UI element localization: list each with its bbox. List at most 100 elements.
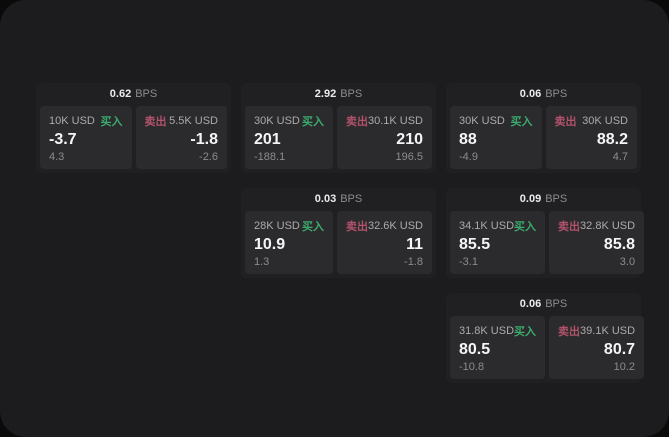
buy-panel[interactable]: 28K USD 买入 10.9 1.3 xyxy=(245,211,333,274)
buy-panel[interactable]: 30K USD 买入 88 -4.9 xyxy=(450,106,542,169)
buy-panel[interactable]: 34.1K USD 买入 85.5 -3.1 xyxy=(450,211,546,274)
buy-delta: -10.8 xyxy=(459,361,485,373)
sell-side-label: 卖出 xyxy=(554,116,577,128)
buy-sell-panels: 30K USD 买入 201 -188.1 卖出 30.1K USD 210 1… xyxy=(241,106,436,173)
bps-value: 0.06 xyxy=(519,298,542,310)
buy-notional: 30K USD xyxy=(254,115,300,127)
sell-panel-top: 卖出 32.8K USD xyxy=(558,218,635,234)
sell-side-label: 卖出 xyxy=(558,221,581,233)
buy-price: 85.5 xyxy=(459,236,491,253)
sell-panel[interactable]: 卖出 5.5K USD -1.8 -2.6 xyxy=(135,106,227,169)
sell-price: 88.2 xyxy=(596,131,628,148)
quote-card: 0.09 BPS 34.1K USD 买入 85.5 -3.1 卖出 32.8K… xyxy=(446,188,645,278)
buy-price: 201 xyxy=(254,131,281,148)
sell-panel[interactable]: 卖出 39.1K USD 80.7 10.2 xyxy=(549,316,645,379)
card-header: 2.92 BPS xyxy=(241,83,436,106)
sell-price: 85.8 xyxy=(603,236,636,253)
quote-card: 0.62 BPS 10K USD 买入 -3.7 4.3 卖出 5.5K USD xyxy=(36,83,231,173)
sell-delta: 4.7 xyxy=(612,151,628,163)
sell-panel[interactable]: 卖出 32.8K USD 85.8 3.0 xyxy=(549,211,645,274)
bps-value: 0.62 xyxy=(109,88,132,100)
buy-panel[interactable]: 31.8K USD 买入 80.5 -10.8 xyxy=(450,316,546,379)
buy-price: 80.5 xyxy=(459,341,491,358)
bps-unit: BPS xyxy=(135,88,158,100)
buy-side-label: 买入 xyxy=(514,326,537,338)
bps-unit: BPS xyxy=(545,193,568,205)
buy-price: 88 xyxy=(459,131,477,148)
bps-value: 2.92 xyxy=(314,88,337,100)
sell-notional: 30.1K USD xyxy=(367,115,423,127)
sell-notional: 32.6K USD xyxy=(367,220,423,232)
buy-price: 10.9 xyxy=(254,236,286,253)
buy-delta: -188.1 xyxy=(254,151,286,163)
sell-panel[interactable]: 卖出 30.1K USD 210 196.5 xyxy=(336,106,432,169)
sell-price: 11 xyxy=(406,236,423,253)
buy-delta: 4.3 xyxy=(49,151,65,163)
card-header: 0.62 BPS xyxy=(36,83,231,106)
buy-sell-panels: 28K USD 买入 10.9 1.3 卖出 32.6K USD 11 -1.8 xyxy=(241,211,436,278)
bps-value: 0.06 xyxy=(519,88,542,100)
sell-notional: 30K USD xyxy=(582,115,628,127)
buy-sell-panels: 10K USD 买入 -3.7 4.3 卖出 5.5K USD -1.8 -2.… xyxy=(36,106,231,173)
quote-card: 0.03 BPS 28K USD 买入 10.9 1.3 卖出 32.6K US… xyxy=(241,188,436,278)
sell-side-label: 卖出 xyxy=(144,116,167,128)
sell-side-label: 卖出 xyxy=(558,326,581,338)
buy-sell-panels: 30K USD 买入 88 -4.9 卖出 30K USD 88.2 4.7 xyxy=(446,106,641,173)
sell-panel-top: 卖出 30K USD xyxy=(555,113,629,129)
quote-card: 0.06 BPS 30K USD 买入 88 -4.9 卖出 30K USD xyxy=(446,83,641,173)
sell-price: -1.8 xyxy=(190,131,218,148)
buy-notional: 30K USD xyxy=(459,115,505,127)
sell-notional: 5.5K USD xyxy=(169,115,218,127)
buy-side-label: 买入 xyxy=(514,221,537,233)
card-header: 0.09 BPS xyxy=(446,188,641,211)
sell-side-label: 卖出 xyxy=(345,221,368,233)
buy-notional: 10K USD xyxy=(49,115,95,127)
sell-price: 210 xyxy=(396,131,423,148)
buy-notional: 31.8K USD xyxy=(459,325,515,337)
quote-card: 0.06 BPS 31.8K USD 买入 80.5 -10.8 卖出 39.1… xyxy=(446,293,645,383)
sell-delta: 3.0 xyxy=(619,256,636,268)
sell-delta: 196.5 xyxy=(395,151,423,163)
buy-side-label: 买入 xyxy=(301,116,324,128)
sell-price: 80.7 xyxy=(603,341,636,358)
buy-notional: 28K USD xyxy=(254,220,300,232)
buy-panel-top: 30K USD 买入 xyxy=(459,113,533,129)
buy-side-label: 买入 xyxy=(301,221,324,233)
sell-notional: 32.8K USD xyxy=(580,220,636,232)
card-header: 0.06 BPS xyxy=(446,293,641,316)
quote-card-grid: 0.62 BPS 10K USD 买入 -3.7 4.3 卖出 5.5K USD xyxy=(36,83,645,383)
buy-side-label: 买入 xyxy=(510,116,533,128)
buy-price: -3.7 xyxy=(49,131,77,148)
buy-delta: -3.1 xyxy=(459,256,478,268)
card-header: 0.06 BPS xyxy=(446,83,641,106)
sell-delta: -1.8 xyxy=(404,256,423,268)
buy-panel[interactable]: 10K USD 买入 -3.7 4.3 xyxy=(40,106,132,169)
bps-unit: BPS xyxy=(340,88,363,100)
buy-sell-panels: 34.1K USD 买入 85.5 -3.1 卖出 32.8K USD 85.8… xyxy=(446,211,645,278)
buy-panel[interactable]: 30K USD 买入 201 -188.1 xyxy=(245,106,333,169)
sell-panel-top: 卖出 30.1K USD xyxy=(346,113,423,129)
sell-panel[interactable]: 卖出 30K USD 88.2 4.7 xyxy=(545,106,637,169)
buy-delta: 1.3 xyxy=(254,256,270,268)
buy-delta: -4.9 xyxy=(459,151,478,163)
bps-unit: BPS xyxy=(545,298,568,310)
sell-panel-top: 卖出 5.5K USD xyxy=(145,113,219,129)
bps-unit: BPS xyxy=(340,193,363,205)
buy-sell-panels: 31.8K USD 买入 80.5 -10.8 卖出 39.1K USD 80.… xyxy=(446,316,645,383)
sell-notional: 39.1K USD xyxy=(580,325,636,337)
buy-panel-top: 31.8K USD 买入 xyxy=(459,323,536,339)
buy-panel-top: 10K USD 买入 xyxy=(49,113,123,129)
buy-panel-top: 28K USD 买入 xyxy=(254,218,324,234)
buy-panel-top: 34.1K USD 买入 xyxy=(459,218,536,234)
sell-panel[interactable]: 卖出 32.6K USD 11 -1.8 xyxy=(336,211,432,274)
bps-value: 0.03 xyxy=(314,193,337,205)
sell-panel-top: 卖出 32.6K USD xyxy=(346,218,423,234)
sell-delta: 10.2 xyxy=(613,361,636,373)
sell-panel-top: 卖出 39.1K USD xyxy=(558,323,635,339)
buy-notional: 34.1K USD xyxy=(459,220,515,232)
buy-side-label: 买入 xyxy=(100,116,123,128)
buy-panel-top: 30K USD 买入 xyxy=(254,113,324,129)
sell-delta: -2.6 xyxy=(199,151,218,163)
card-header: 0.03 BPS xyxy=(241,188,436,211)
